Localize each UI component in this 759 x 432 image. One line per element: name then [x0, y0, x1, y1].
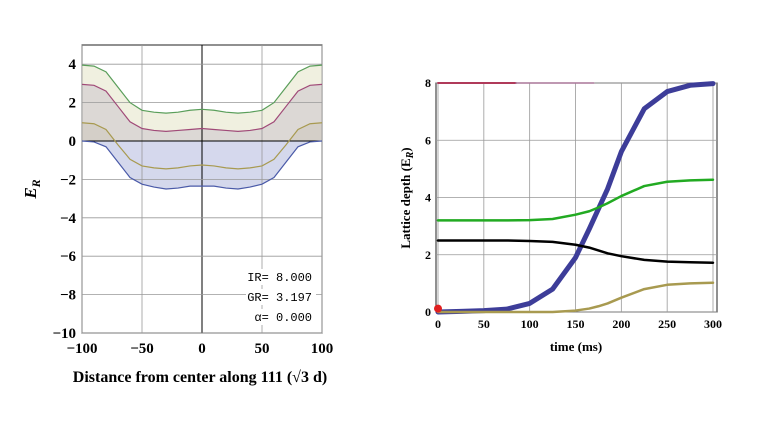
- left-band-line-2: [81, 122, 323, 170]
- left-x-tick-label: −50: [130, 341, 154, 357]
- left-x-tick-label: 0: [198, 341, 206, 357]
- left-tick-labels: −100 −50 0 50 100 4 2 0 −2 −4 −6 −8 −10: [52, 57, 333, 357]
- right-x-axis-label: time (ms): [550, 339, 602, 354]
- left-y-tick-label: −2: [60, 172, 76, 188]
- right-x-tick-label: 200: [612, 317, 630, 331]
- right-series-line-2: [436, 239, 715, 265]
- annotation-0: IR= 8.000: [247, 271, 312, 285]
- right-y-tick-label: 2: [425, 248, 431, 262]
- left-y-tick-label: 4: [69, 57, 77, 73]
- annotation-bg: [246, 269, 316, 285]
- right-y-axis-label: Lattice depth (ER): [398, 147, 416, 248]
- energy-band-chart: −100 −50 0 50 100 4 2 0 −2 −4 −6 −8 −10 IR= 8.000 GR=…: [21, 44, 333, 386]
- right-tick-labels: 0 50 100 150 200 250 300 0 2 4 6 8: [425, 76, 722, 331]
- right-start-marker: [434, 304, 442, 313]
- left-x-tick-label: −100: [66, 341, 97, 357]
- right-x-tick-label: 100: [521, 317, 539, 331]
- left-band-lines: [81, 64, 323, 190]
- right-series-line-0: [435, 81, 716, 315]
- left-y-axis-label: ER: [21, 179, 43, 199]
- lattice-depth-chart: 0 50 100 150 200 250 300 0 2 4 6 8 time (ms) Lattic…: [398, 76, 722, 354]
- right-series-line-3: [436, 281, 715, 314]
- left-y-tick-label: −4: [60, 211, 77, 227]
- left-y-tick-label: −8: [60, 288, 76, 304]
- right-gridlines: [436, 82, 717, 313]
- annotation-bg: [246, 289, 316, 305]
- annotation-2: α= 0.000: [254, 311, 312, 325]
- right-x-tick-label: 300: [704, 317, 722, 331]
- right-series-line-1: [436, 178, 715, 222]
- right-y-tick-label: 4: [425, 191, 431, 205]
- right-y-tick-label: 0: [425, 305, 431, 319]
- right-series-lines: [434, 81, 716, 315]
- left-y-tick-label: 0: [69, 134, 77, 150]
- right-y-tick-label: 8: [425, 76, 431, 90]
- right-x-tick-label: 50: [478, 317, 490, 331]
- left-x-tick-label: 100: [311, 341, 334, 357]
- right-x-tick-label: 0: [435, 317, 441, 331]
- left-x-tick-label: 50: [255, 341, 270, 357]
- left-y-tick-label: 2: [69, 96, 77, 112]
- right-y-tick-label: 6: [425, 133, 431, 147]
- right-x-tick-label: 150: [567, 317, 585, 331]
- annotation-bg: [246, 309, 316, 325]
- left-x-axis-label: Distance from center along 111 (√3 d): [73, 369, 327, 386]
- left-band-line-3: [81, 140, 323, 190]
- left-y-tick-label: −6: [60, 249, 77, 265]
- left-annotations: IR= 8.000 GR= 3.197 α= 0.000: [246, 269, 316, 325]
- left-band-line-1: [81, 83, 323, 133]
- right-x-tick-label: 250: [658, 317, 676, 331]
- annotation-1: GR= 3.197: [247, 291, 312, 305]
- left-y-tick-label: −10: [52, 326, 76, 342]
- left-band-line-0: [81, 64, 323, 114]
- left-gridlines: [81, 45, 323, 334]
